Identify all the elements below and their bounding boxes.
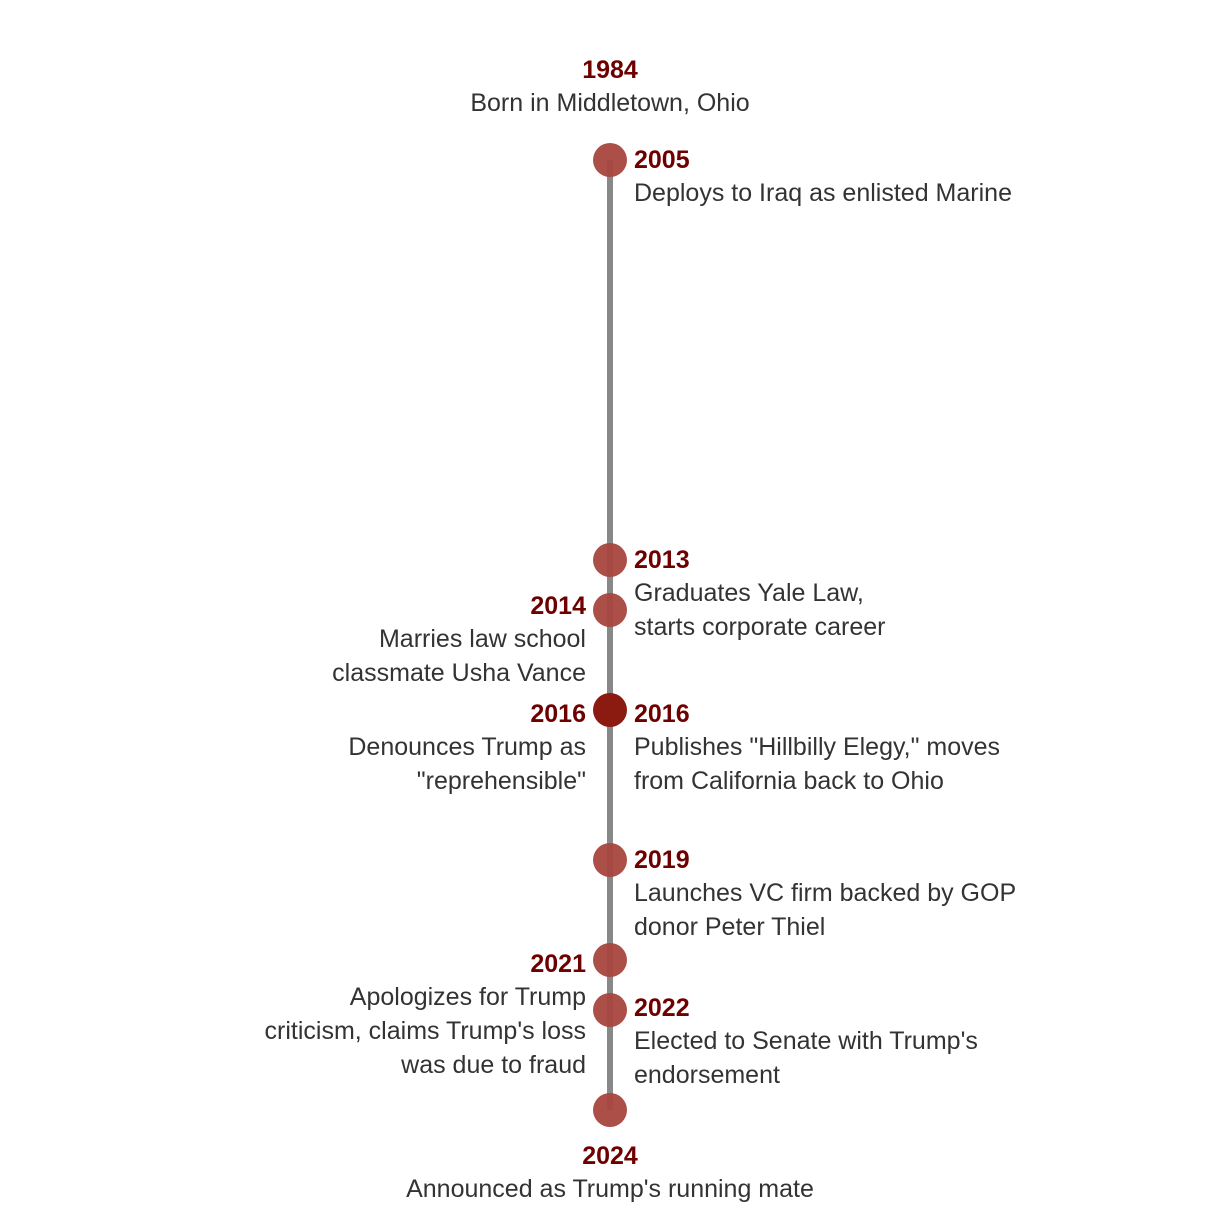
dot-2013: [593, 543, 627, 577]
event-2022: 2022 Elected to Senate with Trump's endo…: [634, 992, 1194, 1092]
event-year: 2022: [634, 994, 690, 1022]
event-year: 2016: [634, 700, 690, 728]
dot-2019: [593, 843, 627, 877]
event-2005: 2005 Deploys to Iraq as enlisted Marine: [634, 144, 1194, 210]
event-description: Announced as Trump's running mate: [406, 1175, 814, 1203]
event-description: Publishes "Hillbilly Elegy," moves from …: [634, 733, 1001, 795]
event-2016-left: 2016 Denounces Trump as "reprehensible": [190, 698, 586, 798]
event-2014: 2014 Marries law school classmate Usha V…: [190, 590, 586, 690]
event-year: 1984: [582, 56, 638, 84]
event-description: Born in Middletown, Ohio: [470, 89, 750, 117]
event-year: 2016: [530, 700, 586, 728]
event-year: 2019: [634, 846, 690, 874]
dot-2022: [593, 993, 627, 1027]
event-1984: 1984 Born in Middletown, Ohio: [360, 54, 860, 120]
event-2013: 2013 Graduates Yale Law, starts corporat…: [634, 544, 1194, 644]
event-description: Graduates Yale Law, starts corporate car…: [634, 579, 886, 641]
event-2019: 2019 Launches VC firm backed by GOP dono…: [634, 844, 1194, 944]
event-description: Marries law school classmate Usha Vance: [332, 625, 586, 687]
dot-2021: [593, 943, 627, 977]
event-year: 2021: [530, 950, 586, 978]
event-2016-right: 2016 Publishes "Hillbilly Elegy," moves …: [634, 698, 1194, 798]
event-2024: 2024 Announced as Trump's running mate: [310, 1140, 910, 1206]
event-year: 2013: [634, 546, 690, 574]
event-2021: 2021 Apologizes for Trump criticism, cla…: [170, 948, 586, 1082]
event-year: 2024: [582, 1142, 638, 1170]
event-description: Elected to Senate with Trump's endorseme…: [634, 1027, 978, 1089]
event-description: Apologizes for Trump criticism, claims T…: [264, 983, 586, 1079]
dot-2016: [593, 693, 627, 727]
event-year: 2005: [634, 146, 690, 174]
dot-2005: [593, 143, 627, 177]
event-year: 2014: [530, 592, 586, 620]
dot-2024: [593, 1093, 627, 1127]
event-description: Launches VC firm backed by GOP donor Pet…: [634, 879, 1017, 941]
event-description: Deploys to Iraq as enlisted Marine: [634, 179, 1012, 207]
dot-2014: [593, 593, 627, 627]
event-description: Denounces Trump as "reprehensible": [348, 733, 586, 795]
